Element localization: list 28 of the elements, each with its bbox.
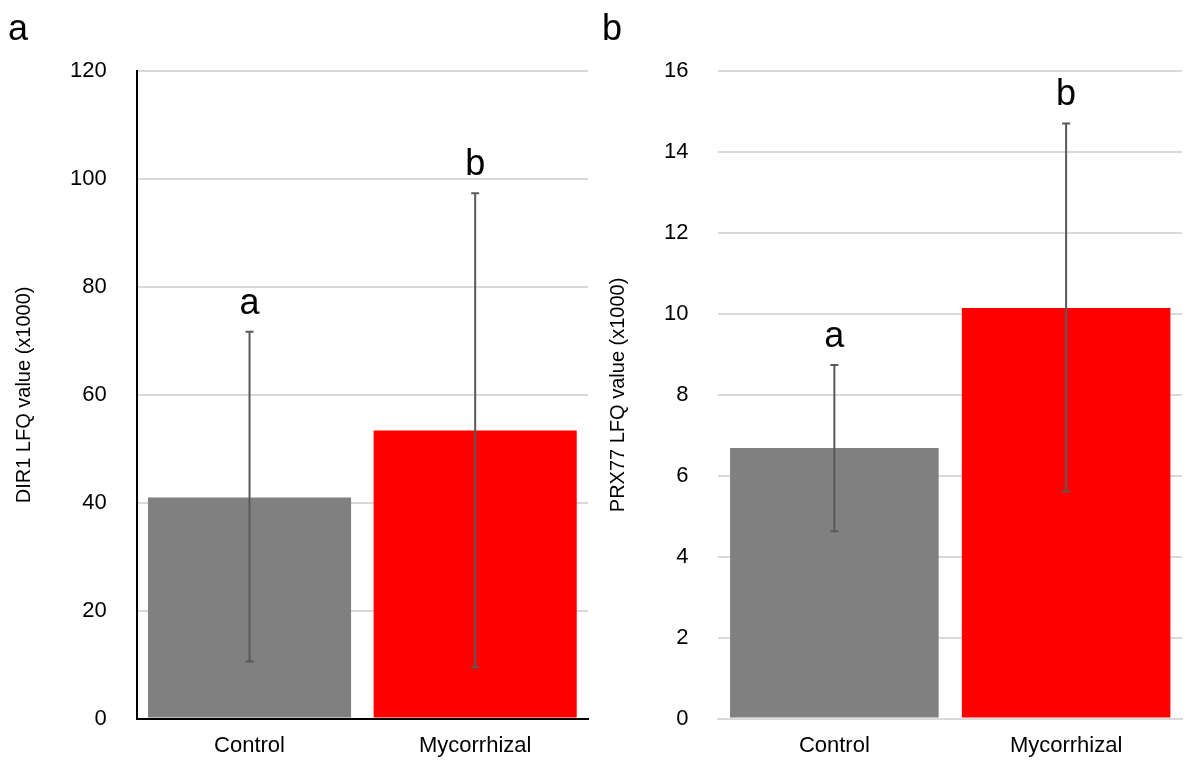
- y-tick-label: 40: [82, 488, 107, 514]
- y-tick-label: 12: [663, 219, 689, 245]
- y-tick-label: 120: [69, 57, 107, 83]
- x-tick-label: Mycorrhizal: [1009, 731, 1123, 757]
- y-tick-label: 20: [82, 596, 107, 622]
- x-tick-label: Mycorrhizal: [418, 731, 532, 757]
- y-tick-label: 8: [676, 380, 689, 406]
- y-axis-title: PRX77 LFQ value (x1000): [605, 277, 628, 513]
- y-tick-label: 0: [94, 704, 107, 730]
- annotation: a: [824, 313, 846, 355]
- annotation: a: [239, 280, 261, 322]
- y-tick-label: 100: [69, 165, 107, 191]
- annotation: b: [465, 142, 486, 184]
- y-axis-title: DIR1 LFQ value (x1000): [11, 286, 34, 504]
- y-tick-label: 4: [676, 542, 689, 568]
- y-tick-label: 14: [663, 138, 689, 164]
- y-tick-label: 0: [676, 704, 689, 730]
- annotation: b: [1056, 72, 1077, 114]
- chart-title: a: [8, 6, 29, 48]
- y-tick-label: 16: [663, 57, 689, 83]
- chart-title: b: [602, 6, 623, 48]
- x-tick-label: Control: [214, 731, 285, 757]
- x-tick-label: Control: [798, 731, 870, 757]
- y-tick-label: 2: [676, 623, 689, 649]
- y-tick-label: 60: [82, 380, 107, 406]
- y-tick-label: 10: [663, 300, 689, 326]
- y-tick-label: 80: [82, 273, 107, 299]
- y-tick-label: 6: [676, 461, 689, 487]
